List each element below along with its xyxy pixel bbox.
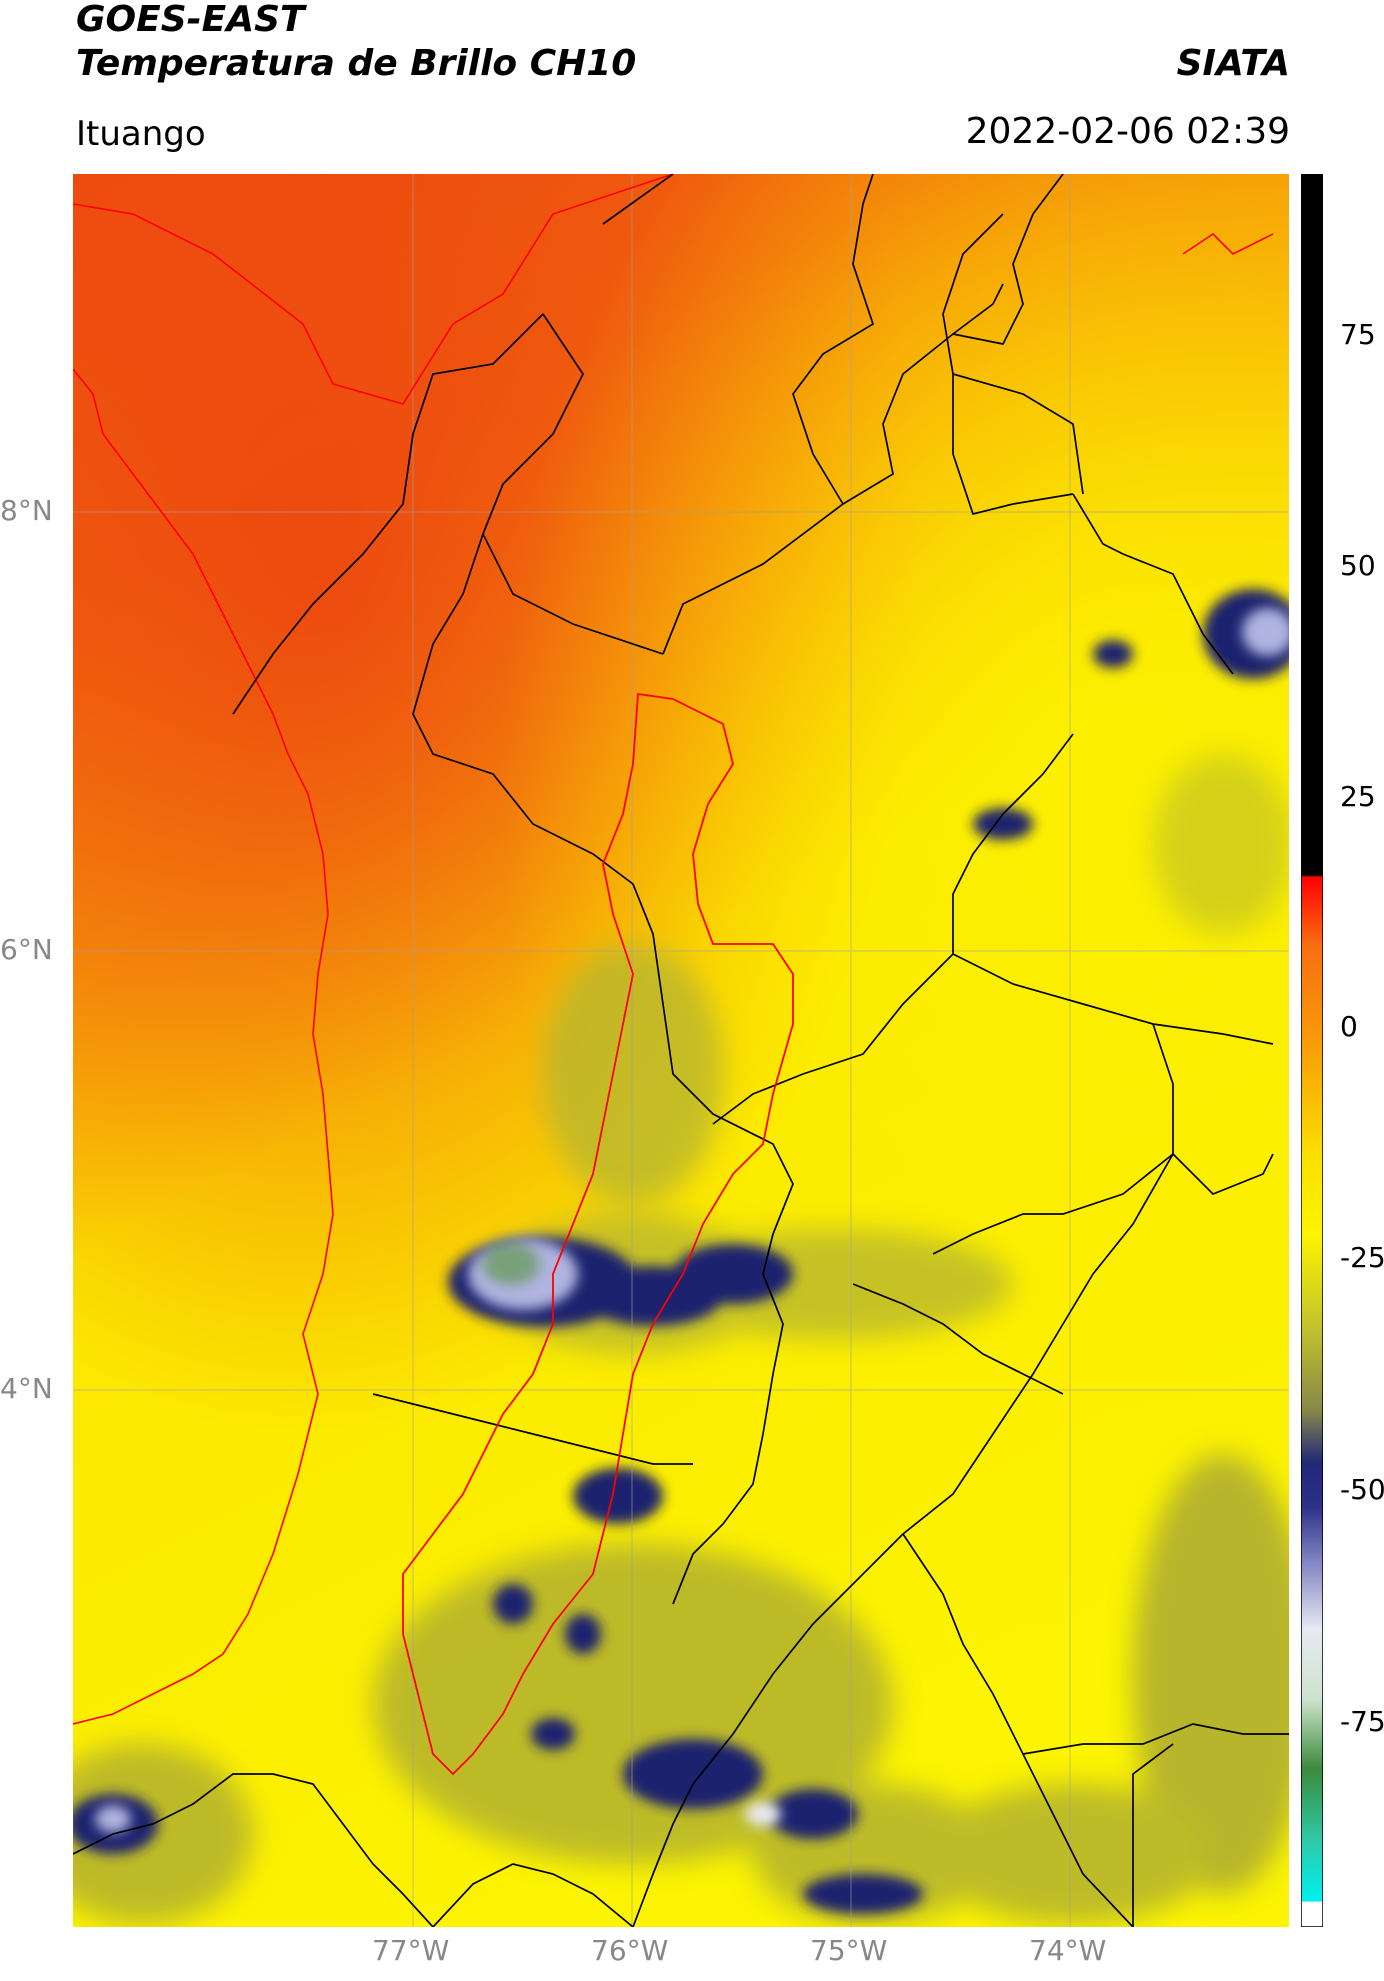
colorbar-tick-0: 0 bbox=[1340, 1010, 1358, 1043]
datetime-label: 2022-02-06 02:39 bbox=[965, 111, 1290, 152]
admin-boundaries bbox=[73, 174, 1289, 1927]
colorbar-tick-50: 50 bbox=[1340, 549, 1376, 582]
colorbar-tick-neg75: -75 bbox=[1340, 1705, 1384, 1738]
colorbar-gradient bbox=[1301, 174, 1323, 1927]
coastline bbox=[73, 174, 1274, 1725]
cloud-tops-cold bbox=[95, 608, 1289, 1833]
brightness-temperature-map bbox=[73, 174, 1289, 1927]
satellite-title: GOES-EAST bbox=[76, 0, 305, 40]
region-label: Ituango bbox=[76, 114, 206, 154]
colorbar-tick-neg25: -25 bbox=[1340, 1241, 1384, 1274]
colorbar-tick-75: 75 bbox=[1340, 318, 1376, 351]
graticule bbox=[73, 174, 1289, 1927]
lon-label-76w: 76°W bbox=[591, 1934, 669, 1967]
colorbar bbox=[1301, 174, 1323, 1927]
colorbar-tick-neg50: -50 bbox=[1340, 1473, 1384, 1506]
product-title: Temperatura de Brillo CH10 bbox=[76, 43, 637, 84]
map-panel bbox=[73, 174, 1289, 1927]
lat-label-4n: 4°N bbox=[0, 1372, 53, 1405]
colorbar-tick-25: 25 bbox=[1340, 780, 1376, 813]
lat-label-8n: 8°N bbox=[0, 494, 53, 527]
lat-label-6n: 6°N bbox=[0, 933, 53, 966]
lon-label-77w: 77°W bbox=[372, 1934, 450, 1967]
organization-label: SIATA bbox=[1176, 43, 1290, 84]
lon-label-74w: 74°W bbox=[1029, 1934, 1107, 1967]
ituango-basin-outline bbox=[402, 692, 794, 1776]
lon-label-75w: 75°W bbox=[810, 1934, 888, 1967]
